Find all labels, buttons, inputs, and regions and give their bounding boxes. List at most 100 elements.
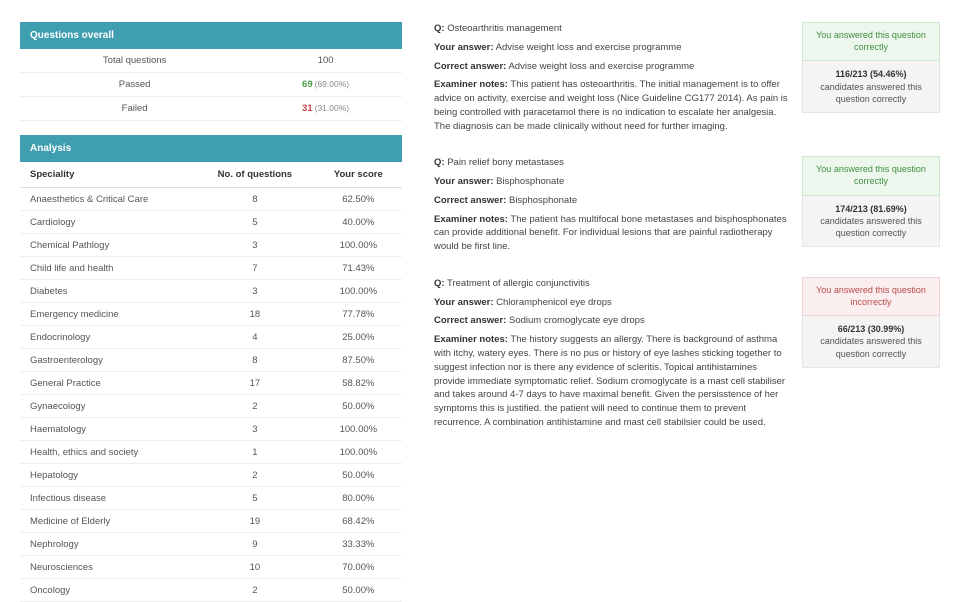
analysis-table: Speciality No. of questions Your score A… (20, 162, 402, 602)
correct-answer-label: Correct answer: (434, 315, 506, 326)
table-row: General Practice1758.82% (20, 372, 402, 395)
score-cell: 40.00% (315, 211, 402, 234)
table-row: Diabetes3100.00% (20, 280, 402, 303)
table-row: Neurosciences1070.00% (20, 556, 402, 579)
answer-stats: 66/213 (30.99%) candidates answered this … (802, 316, 940, 367)
question-side: You answered this question correctly174/… (802, 156, 940, 259)
speciality-cell: Hepatology (20, 464, 195, 487)
num-cell: 19 (195, 510, 315, 533)
overview-row-total: Total questions 100 (20, 49, 402, 73)
overview-total-label: Total questions (20, 49, 249, 73)
correct-answer-value: Bisphosphonate (509, 195, 577, 206)
correct-answer-value: Sodium cromoglycate eye drops (509, 315, 645, 326)
q-label: Q: (434, 278, 445, 289)
num-cell: 8 (195, 188, 315, 211)
num-cell: 2 (195, 579, 315, 602)
left-column: Questions overall Total questions 100 Pa… (20, 22, 402, 518)
num-cell: 10 (195, 556, 315, 579)
passed-number: 69 (302, 79, 313, 90)
speciality-cell: Medicine of Elderly (20, 510, 195, 533)
your-answer-value: Chloramphenicol eye drops (496, 297, 612, 308)
table-row: Child life and health771.43% (20, 257, 402, 280)
analysis-th-speciality: Speciality (20, 162, 195, 188)
passed-pct: (69.00%) (315, 79, 350, 89)
examiner-notes-label: Examiner notes: (434, 334, 508, 345)
score-cell: 100.00% (315, 441, 402, 464)
table-row: Nephrology933.33% (20, 533, 402, 556)
analysis-header: Analysis (20, 135, 402, 162)
question-main: Q: Treatment of allergic conjunctivitisY… (434, 277, 788, 435)
overview-failed-label: Failed (20, 97, 249, 121)
your-answer-value: Bisphosphonate (496, 176, 564, 187)
score-cell: 100.00% (315, 418, 402, 441)
your-answer-label: Your answer: (434, 42, 493, 53)
overview-table: Total questions 100 Passed 69(69.00%) Fa… (20, 49, 402, 121)
analysis-panel: Analysis Speciality No. of questions You… (20, 135, 402, 602)
analysis-th-score: Your score (315, 162, 402, 188)
stats-suffix: candidates answered this question correc… (820, 82, 922, 104)
speciality-cell: Gynaecology (20, 395, 195, 418)
your-answer-label: Your answer: (434, 176, 493, 187)
table-row: Health, ethics and society1100.00% (20, 441, 402, 464)
stats-bold: 116/213 (54.46%) (835, 69, 906, 79)
overview-failed-value: 31(31.00%) (249, 97, 402, 121)
overview-header: Questions overall (20, 22, 402, 49)
examiner-notes-text: The history suggests an allergy. There i… (434, 334, 785, 428)
score-cell: 80.00% (315, 487, 402, 510)
num-cell: 17 (195, 372, 315, 395)
answer-stats: 174/213 (81.69%)candidates answered this… (802, 196, 940, 247)
num-cell: 1 (195, 441, 315, 464)
table-row: Infectious disease580.00% (20, 487, 402, 510)
answer-status: You answered this question correctly (802, 156, 940, 195)
questions-overall-panel: Questions overall Total questions 100 Pa… (20, 22, 402, 121)
num-cell: 2 (195, 464, 315, 487)
q-title: Osteoarthritis management (447, 23, 562, 34)
table-row: Gynaecology250.00% (20, 395, 402, 418)
table-row: Oncology250.00% (20, 579, 402, 602)
q-label: Q: (434, 157, 445, 168)
score-cell: 58.82% (315, 372, 402, 395)
score-cell: 62.50% (315, 188, 402, 211)
question-side: You answered this question correctly116/… (802, 22, 940, 138)
q-title: Pain relief bony metastases (447, 157, 564, 168)
num-cell: 9 (195, 533, 315, 556)
speciality-cell: Oncology (20, 579, 195, 602)
examiner-notes-label: Examiner notes: (434, 214, 508, 225)
table-row: Gastroenterology887.50% (20, 349, 402, 372)
num-cell: 4 (195, 326, 315, 349)
question-main: Q: Osteoarthritis management Your answer:… (434, 22, 788, 138)
speciality-cell: Nephrology (20, 533, 195, 556)
table-row: Endocrinology425.00% (20, 326, 402, 349)
num-cell: 7 (195, 257, 315, 280)
score-cell: 68.42% (315, 510, 402, 533)
speciality-cell: Neurosciences (20, 556, 195, 579)
stats-suffix: candidates answered this question correc… (820, 336, 922, 358)
speciality-cell: Health, ethics and society (20, 441, 195, 464)
score-cell: 50.00% (315, 464, 402, 487)
failed-pct: (31.00%) (315, 103, 350, 113)
num-cell: 3 (195, 234, 315, 257)
score-cell: 87.50% (315, 349, 402, 372)
table-row: Haematology3100.00% (20, 418, 402, 441)
score-cell: 71.43% (315, 257, 402, 280)
speciality-cell: Diabetes (20, 280, 195, 303)
overview-passed-value: 69(69.00%) (249, 73, 402, 97)
stats-bold: 66/213 (30.99%) (838, 324, 905, 334)
num-cell: 3 (195, 418, 315, 441)
table-row: Medicine of Elderly1968.42% (20, 510, 402, 533)
q-label: Q: (434, 23, 445, 34)
your-answer-value: Advise weight loss and exercise programm… (496, 42, 682, 53)
table-row: Chemical Pathlogy3100.00% (20, 234, 402, 257)
q-title: Treatment of allergic conjunctivitis (447, 278, 590, 289)
speciality-cell: Infectious disease (20, 487, 195, 510)
speciality-cell: Gastroenterology (20, 349, 195, 372)
speciality-cell: Endocrinology (20, 326, 195, 349)
speciality-cell: Cardiology (20, 211, 195, 234)
table-row: Cardiology540.00% (20, 211, 402, 234)
question-block: Q: Pain relief bony metastases Your answe… (434, 156, 940, 259)
speciality-cell: General Practice (20, 372, 195, 395)
correct-answer-label: Correct answer: (434, 195, 506, 206)
speciality-cell: Emergency medicine (20, 303, 195, 326)
score-cell: 70.00% (315, 556, 402, 579)
table-row: Hepatology250.00% (20, 464, 402, 487)
